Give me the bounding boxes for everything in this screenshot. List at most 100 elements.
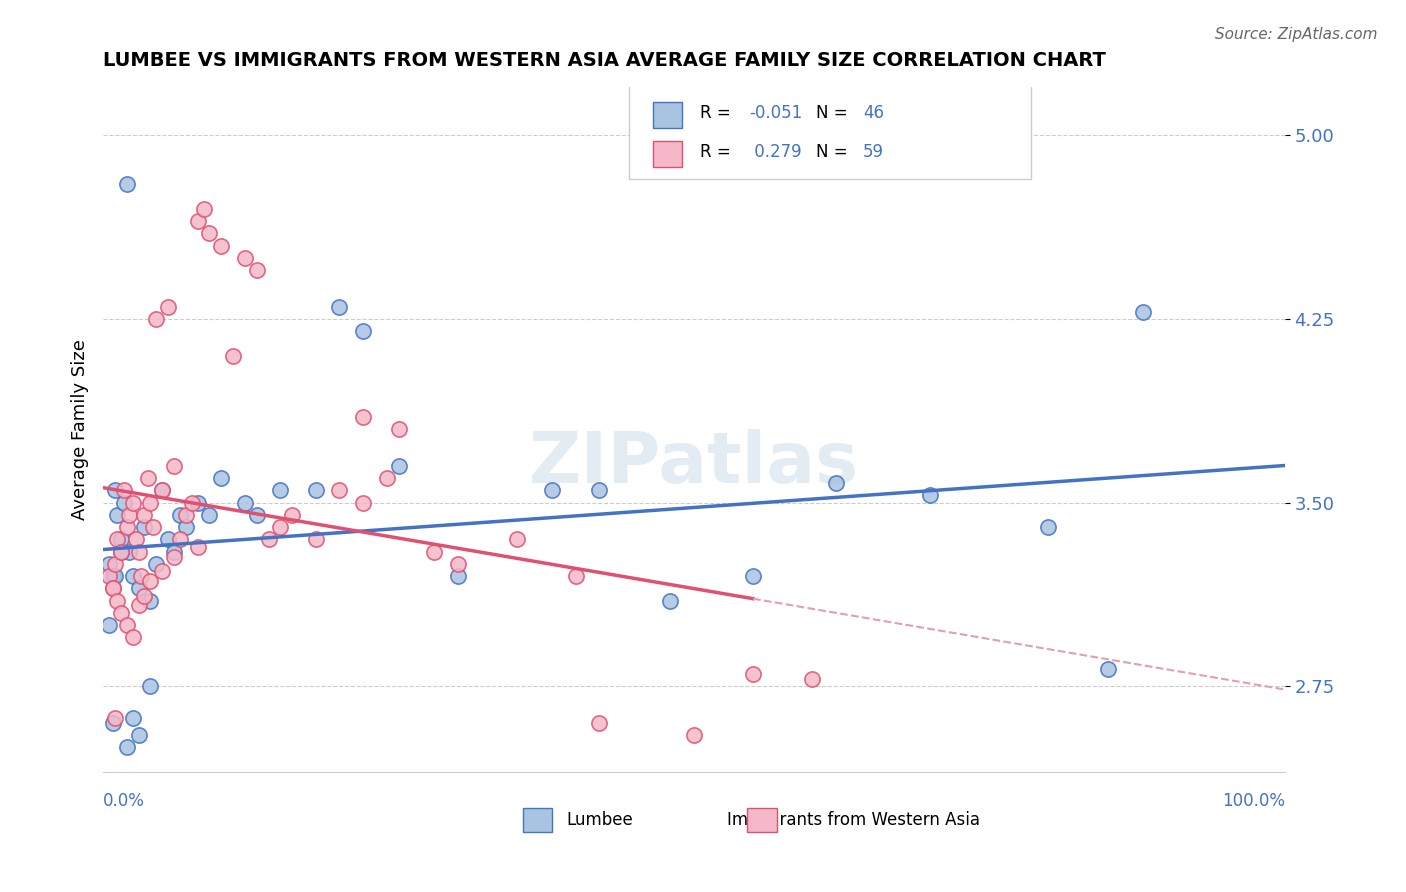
Text: LUMBEE VS IMMIGRANTS FROM WESTERN ASIA AVERAGE FAMILY SIZE CORRELATION CHART: LUMBEE VS IMMIGRANTS FROM WESTERN ASIA A… — [103, 51, 1107, 70]
Point — [683, 728, 706, 742]
Point — [269, 483, 291, 498]
Point — [145, 312, 167, 326]
Point — [588, 483, 610, 498]
Point — [801, 672, 824, 686]
Point — [128, 728, 150, 742]
Point — [112, 496, 135, 510]
Point — [98, 618, 121, 632]
Point — [104, 557, 127, 571]
Point — [121, 711, 143, 725]
Point — [233, 496, 256, 510]
Point — [1132, 304, 1154, 318]
Text: 100.0%: 100.0% — [1222, 791, 1285, 810]
Text: 46: 46 — [863, 103, 884, 121]
FancyBboxPatch shape — [523, 808, 553, 832]
Point — [118, 508, 141, 522]
Text: N =: N = — [815, 143, 852, 161]
Point — [169, 508, 191, 522]
Point — [742, 569, 765, 583]
Point — [139, 679, 162, 693]
Point — [1097, 662, 1119, 676]
Point — [150, 564, 173, 578]
Point — [565, 569, 588, 583]
Point — [105, 533, 128, 547]
Point — [101, 569, 124, 583]
Point — [187, 496, 209, 510]
Point — [824, 476, 846, 491]
Point — [157, 300, 180, 314]
FancyBboxPatch shape — [652, 141, 682, 167]
FancyBboxPatch shape — [628, 83, 1031, 179]
Point — [150, 483, 173, 498]
Point — [305, 533, 328, 547]
Point — [174, 508, 197, 522]
Y-axis label: Average Family Size: Average Family Size — [72, 339, 89, 520]
Point — [121, 496, 143, 510]
Point — [209, 471, 232, 485]
Point — [1038, 520, 1060, 534]
Point — [446, 557, 468, 571]
Point — [387, 458, 409, 473]
Point — [136, 471, 159, 485]
Point — [134, 508, 156, 522]
Point — [180, 496, 202, 510]
Point — [110, 544, 132, 558]
Point — [110, 533, 132, 547]
Point — [423, 544, 446, 558]
Point — [352, 324, 374, 338]
Text: 0.0%: 0.0% — [103, 791, 145, 810]
Point — [387, 422, 409, 436]
Point — [134, 520, 156, 534]
Point — [163, 458, 186, 473]
Point — [98, 557, 121, 571]
Point — [134, 589, 156, 603]
Point — [129, 569, 152, 583]
Point — [110, 606, 132, 620]
Text: ZIPatlas: ZIPatlas — [529, 429, 859, 498]
Point — [541, 483, 564, 498]
Text: R =: R = — [700, 103, 735, 121]
Point — [121, 630, 143, 644]
Point — [198, 227, 221, 241]
Point — [246, 263, 269, 277]
Point — [157, 533, 180, 547]
Point — [222, 349, 245, 363]
Point — [187, 214, 209, 228]
FancyBboxPatch shape — [652, 102, 682, 128]
Point — [115, 520, 138, 534]
Point — [257, 533, 280, 547]
Point — [105, 593, 128, 607]
Point — [104, 569, 127, 583]
Point — [110, 544, 132, 558]
Point — [187, 540, 209, 554]
Point — [101, 716, 124, 731]
Text: Immigrants from Western Asia: Immigrants from Western Asia — [727, 811, 980, 829]
Point — [163, 549, 186, 564]
Point — [115, 618, 138, 632]
Point — [659, 593, 682, 607]
Point — [169, 533, 191, 547]
Point — [115, 178, 138, 192]
Point — [104, 483, 127, 498]
Point — [128, 599, 150, 613]
Point — [328, 300, 350, 314]
Point — [375, 471, 398, 485]
Point — [742, 667, 765, 681]
Point — [446, 569, 468, 583]
Point — [920, 488, 942, 502]
Point — [145, 557, 167, 571]
Point — [101, 582, 124, 596]
Point — [352, 496, 374, 510]
Point — [150, 483, 173, 498]
Point — [352, 409, 374, 424]
Point — [281, 508, 304, 522]
Point — [328, 483, 350, 498]
Point — [246, 508, 269, 522]
Point — [142, 520, 165, 534]
Point — [98, 569, 121, 583]
Point — [139, 496, 162, 510]
Point — [101, 582, 124, 596]
Point — [174, 520, 197, 534]
FancyBboxPatch shape — [747, 808, 776, 832]
Point — [121, 569, 143, 583]
